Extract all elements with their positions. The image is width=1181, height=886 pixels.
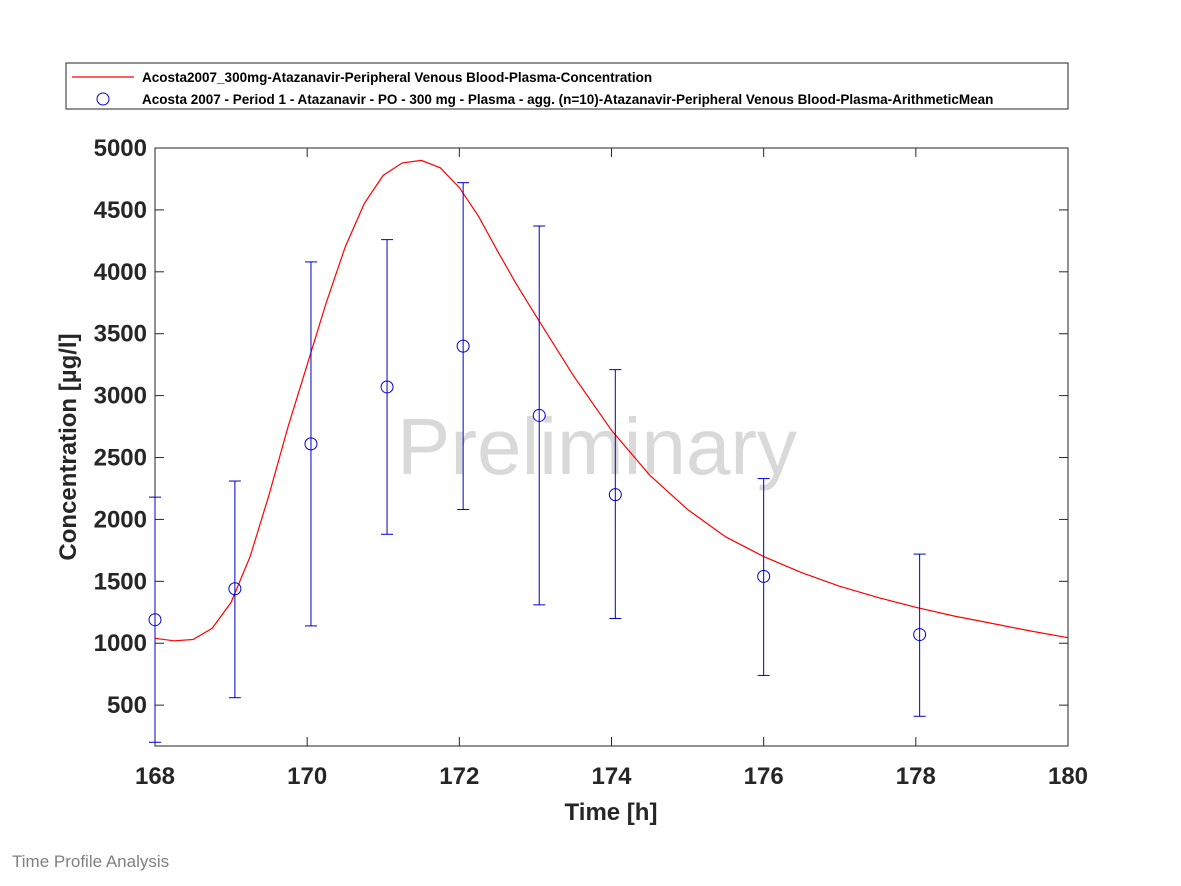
y-tick-label: 2000	[94, 506, 147, 533]
y-axis-label: Concentration [µg/l]	[55, 333, 82, 560]
y-tick-label: 500	[107, 692, 147, 719]
data-marker	[380, 380, 394, 394]
data-point	[532, 225, 546, 606]
data-point	[456, 182, 470, 511]
axes: 168 170 172 174 176 178 180 500 1000 1500 2000 2500…	[94, 135, 1088, 790]
x-tick-label: 180	[1048, 763, 1088, 790]
data-marker	[148, 613, 162, 627]
data-point	[757, 478, 771, 676]
y-tick-label: 4500	[94, 197, 147, 224]
x-tick-label: 174	[591, 763, 632, 790]
y-tick-label: 2500	[94, 445, 147, 472]
data-marker	[456, 339, 470, 353]
legend: Acosta2007_300mg-Atazanavir-Peripheral V…	[65, 62, 1069, 110]
x-tick-label: 176	[744, 763, 784, 790]
data-point	[304, 261, 318, 627]
data-point	[148, 496, 162, 743]
data-marker	[913, 628, 927, 642]
y-tick-label: 5000	[94, 135, 147, 162]
legend-box	[65, 62, 1069, 110]
x-tick-label: 168	[135, 763, 175, 790]
watermark: Preliminary	[397, 402, 797, 491]
legend-entry-label: Acosta 2007 - Period 1 - Atazanavir - PO…	[142, 92, 993, 107]
footer-label: Time Profile Analysis	[12, 852, 170, 871]
data-marker	[304, 437, 318, 451]
y-tick-label: 1500	[94, 568, 147, 595]
x-tick-label: 170	[287, 763, 327, 790]
y-tick-label: 1000	[94, 630, 147, 657]
data-marker	[228, 582, 242, 596]
data-point	[228, 480, 242, 699]
data-point	[380, 239, 394, 535]
x-axis-label: Time [h]	[565, 799, 658, 826]
y-tick-label: 3000	[94, 383, 147, 410]
data-marker	[532, 408, 546, 422]
plot-area	[148, 159, 1068, 743]
legend-marker-swatch	[96, 92, 110, 106]
y-tick-label: 3500	[94, 321, 147, 348]
data-point	[608, 369, 622, 619]
simulation-line	[155, 159, 1068, 642]
data-point	[913, 553, 927, 717]
x-tick-label: 172	[439, 763, 479, 790]
legend-entry-label: Acosta2007_300mg-Atazanavir-Peripheral V…	[142, 70, 652, 85]
y-tick-label: 4000	[94, 259, 147, 286]
x-tick-label: 178	[896, 763, 936, 790]
data-marker	[757, 569, 771, 583]
data-marker	[608, 488, 622, 502]
